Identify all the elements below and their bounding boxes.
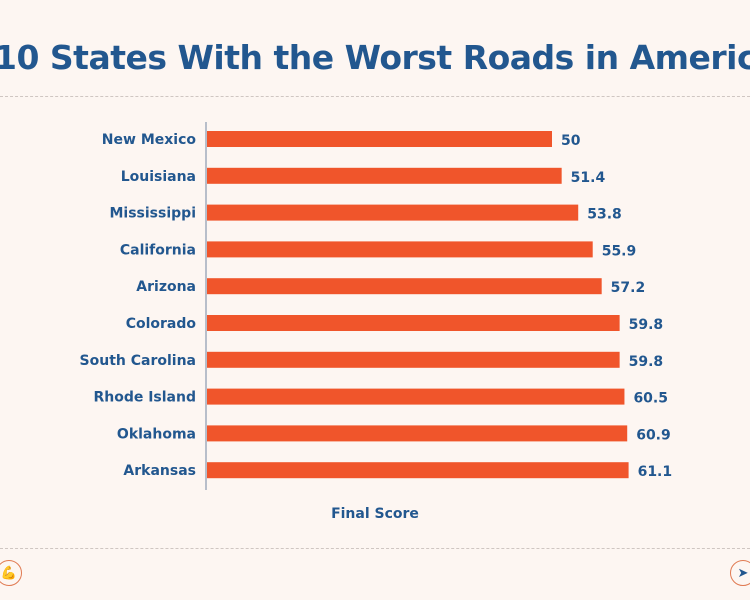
value-label: 55.9: [602, 243, 637, 259]
flexed-arm-logo-icon: 💪: [0, 560, 22, 586]
bar-oklahoma: [207, 425, 628, 442]
bar-louisiana: [207, 167, 562, 184]
category-label: Mississippi: [109, 206, 196, 222]
category-label: South Carolina: [80, 353, 196, 369]
bar-new-mexico: [207, 131, 552, 147]
category-label: Rhode Island: [93, 390, 196, 406]
cursor-icon[interactable]: ➤: [730, 560, 750, 586]
bar-arkansas: [207, 462, 629, 479]
value-label: 61.1: [638, 464, 673, 480]
bar-arizona: [207, 278, 602, 295]
value-label: 59.8: [629, 354, 664, 370]
category-label: Colorado: [126, 316, 197, 332]
category-label: Louisiana: [121, 169, 196, 185]
value-label: 51.4: [571, 170, 606, 186]
value-label: 59.8: [629, 317, 664, 333]
bar-colorado: [207, 315, 620, 331]
value-label: 60.5: [633, 391, 668, 407]
bar-rhode-island: [207, 388, 625, 405]
value-label: 57.2: [611, 280, 646, 296]
bar-south-carolina: [207, 351, 620, 368]
chart-title: 10 States With the Worst Roads in Americ…: [0, 38, 750, 77]
category-label: New Mexico: [102, 132, 197, 148]
value-label: 50: [561, 133, 581, 149]
category-label: Arizona: [136, 279, 196, 295]
value-label: 53.8: [587, 207, 622, 223]
category-label: California: [120, 242, 196, 258]
divider-bottom: [0, 548, 750, 549]
category-label: Arkansas: [123, 463, 196, 479]
bar-california: [207, 241, 593, 258]
divider-top: [0, 96, 750, 97]
category-label: Oklahoma: [117, 426, 196, 442]
x-axis-label: Final Score: [331, 506, 419, 522]
bar-mississippi: [207, 204, 579, 221]
value-label: 60.9: [636, 427, 671, 443]
